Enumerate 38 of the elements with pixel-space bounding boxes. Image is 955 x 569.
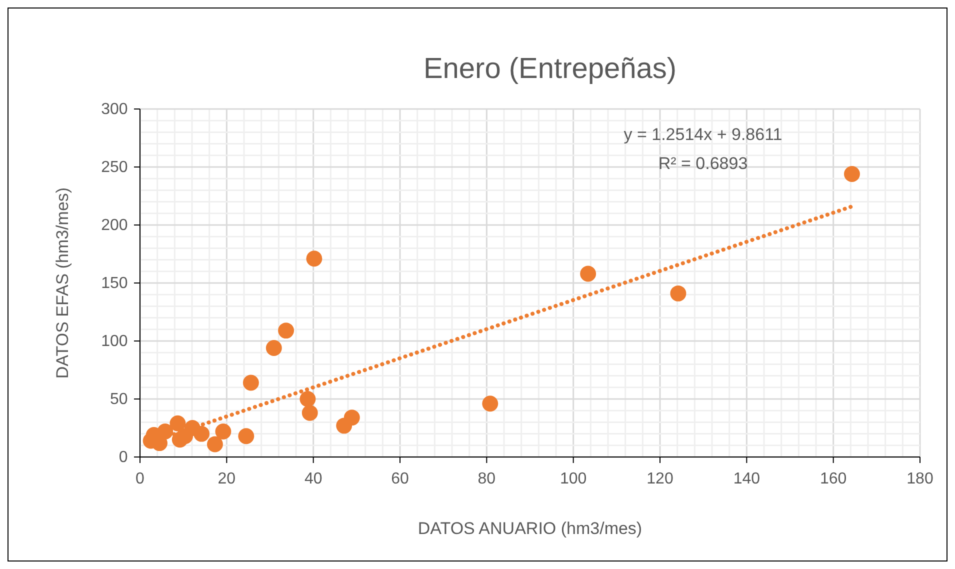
x-tick-label: 40 — [304, 470, 322, 488]
point — [206, 436, 223, 452]
point — [300, 391, 316, 407]
point — [194, 426, 210, 442]
y-tick-label: 250 — [101, 159, 128, 176]
x-tick-label: 120 — [646, 470, 674, 488]
y-tick-label: 150 — [101, 275, 128, 292]
y-tick-label: 200 — [101, 217, 128, 234]
x-tick-label: 0 — [136, 470, 145, 488]
chart-title: Enero (Entrepeñas) — [423, 53, 677, 85]
x-tick-label: 20 — [218, 470, 236, 488]
point — [266, 340, 282, 356]
point — [670, 285, 686, 302]
y-tick-label: 100 — [101, 333, 128, 350]
y-tick-label: 300 — [101, 101, 128, 118]
annotation: y = 1.2514x + 9.8611 — [624, 125, 782, 144]
x-tick-label: 80 — [478, 470, 496, 488]
point — [215, 424, 232, 440]
point — [336, 418, 352, 434]
point — [238, 428, 254, 444]
annotation: R² = 0.6893 — [658, 154, 748, 173]
point — [302, 404, 318, 421]
x-tick-label: 100 — [560, 470, 587, 488]
point — [278, 322, 294, 339]
point — [170, 415, 186, 432]
point — [844, 166, 860, 182]
x-tick-label: 160 — [820, 470, 847, 488]
y-tick-label: 50 — [110, 391, 128, 408]
point — [580, 266, 596, 282]
point — [242, 374, 259, 391]
x-tick-label: 180 — [906, 470, 934, 488]
x-axis-title: DATOS ANUARIO (hm3/mes) — [418, 519, 642, 538]
y-tick-label: 0 — [118, 449, 128, 466]
point — [482, 396, 498, 412]
x-tick-label: 60 — [391, 470, 409, 488]
x-tick-label: 140 — [733, 470, 760, 488]
point — [306, 250, 322, 267]
y-axis-title: DATOS EFAS (hm3/mes) — [53, 187, 72, 379]
